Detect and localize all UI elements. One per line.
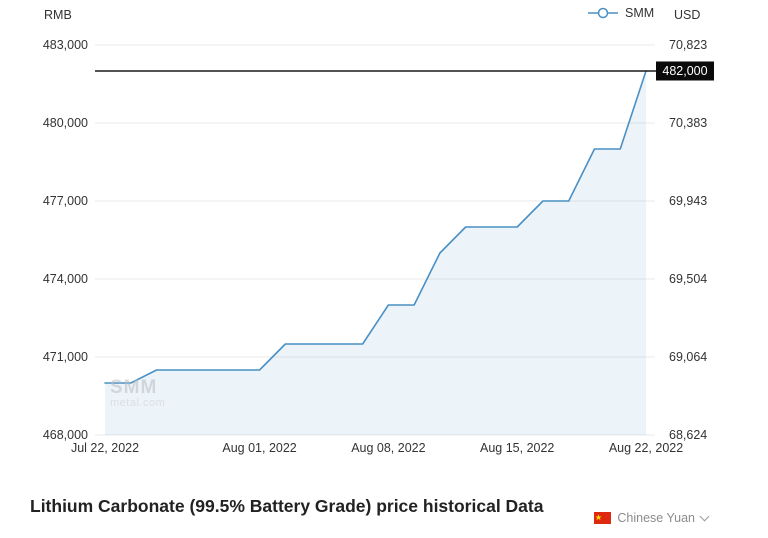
x-axis-label: Aug 22, 2022 — [609, 441, 683, 455]
y-axis-label-usd: 70,383 — [669, 116, 707, 130]
x-axis-label: Aug 01, 2022 — [222, 441, 296, 455]
chevron-down-icon — [699, 511, 710, 521]
y-axis-label-rmb: 477,000 — [43, 194, 88, 208]
y-axis-label-usd: 68,624 — [669, 428, 707, 442]
price-line-smm — [104, 70, 647, 384]
y-axis-label-rmb: 480,000 — [43, 116, 88, 130]
x-axis-label: Aug 15, 2022 — [480, 441, 554, 455]
x-axis-label: Jul 22, 2022 — [71, 441, 139, 455]
latest-price-tag — [656, 61, 714, 81]
y-axis-label-rmb: 483,000 — [43, 38, 88, 52]
y-axis-label-rmb: 474,000 — [43, 272, 88, 286]
price-area-fill — [105, 71, 646, 435]
right-axis-title: USD — [674, 8, 701, 22]
latest-price-tag-label: 482,000 — [662, 64, 707, 78]
y-axis-label-usd: 70,823 — [669, 38, 707, 52]
y-axis-label-rmb: 471,000 — [43, 350, 88, 364]
left-axis-title: RMB — [44, 8, 72, 22]
y-axis-label-rmb: 468,000 — [43, 428, 88, 442]
page-title: Lithium Carbonate (99.5% Battery Grade) … — [30, 496, 544, 516]
currency-label: Chinese Yuan — [617, 511, 695, 525]
legend-label: SMM — [625, 6, 655, 20]
currency-selector[interactable]: Chinese Yuan — [594, 511, 710, 525]
y-axis-label-usd: 69,943 — [669, 194, 707, 208]
china-flag-icon — [594, 512, 612, 524]
y-axis-label-usd: 69,064 — [669, 350, 707, 364]
legend-marker-icon — [588, 7, 618, 19]
x-axis-label: Aug 08, 2022 — [351, 441, 425, 455]
legend-item-smm[interactable]: SMM — [588, 6, 654, 20]
price-chart[interactable]: 483,000 70,823 480,000 70,383 477,000 69,943 4… — [0, 0, 768, 472]
y-axis-label-usd: 69,504 — [669, 272, 707, 286]
